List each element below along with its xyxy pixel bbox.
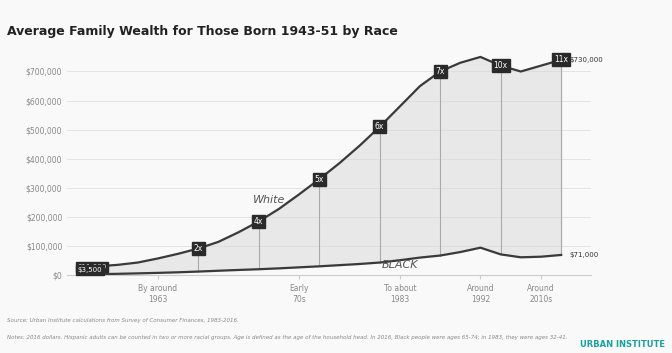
Text: BLACK: BLACK <box>382 260 418 270</box>
Text: Notes: 2016 dollars. Hispanic adults can be counted in two or more racial groups: Notes: 2016 dollars. Hispanic adults can… <box>7 335 567 340</box>
Text: 6x: 6x <box>375 122 384 131</box>
Text: 7x: 7x <box>435 67 445 76</box>
Text: URBAN INSTITUTE: URBAN INSTITUTE <box>581 341 665 349</box>
Text: $730,000: $730,000 <box>569 57 603 63</box>
Text: 5x: 5x <box>314 175 324 184</box>
Text: 11x: 11x <box>554 55 568 64</box>
Text: $11,000: $11,000 <box>77 264 107 270</box>
Text: 2x: 2x <box>194 244 203 253</box>
Text: White: White <box>253 195 285 205</box>
Text: 10x: 10x <box>493 61 508 70</box>
Text: Average Family Wealth for Those Born 1943-51 by Race: Average Family Wealth for Those Born 194… <box>7 25 398 38</box>
Text: Source: Urban Institute calculations from Survey of Consumer Finances, 1983-2016: Source: Urban Institute calculations fro… <box>7 318 239 323</box>
Text: $71,000: $71,000 <box>569 252 599 258</box>
Text: $3,500: $3,500 <box>77 267 102 273</box>
Text: 4x: 4x <box>254 217 263 226</box>
